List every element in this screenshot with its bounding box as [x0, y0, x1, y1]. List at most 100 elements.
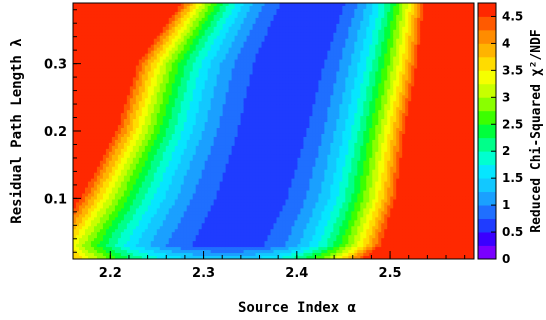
- heatmap-cell: [96, 17, 101, 22]
- heatmap-cell: [375, 47, 379, 52]
- heatmap-cell: [237, 65, 242, 70]
- heatmap-cell: [327, 65, 331, 70]
- heatmap-cell: [315, 80, 319, 84]
- heatmap-cell: [216, 83, 221, 87]
- heatmap-cell: [369, 86, 373, 90]
- heatmap-cell: [174, 113, 179, 117]
- heatmap-cell: [285, 38, 290, 43]
- heatmap-cell: [273, 38, 278, 43]
- heatmap-cell: [114, 95, 119, 99]
- heatmap-cell: [183, 74, 188, 79]
- heatmap-cell: [288, 44, 293, 49]
- heatmap-cell: [372, 68, 376, 73]
- heatmap-cell: [360, 56, 364, 61]
- heatmap-cell: [420, 53, 424, 58]
- heatmap-cell: [468, 41, 472, 46]
- heatmap-cell: [372, 44, 376, 49]
- heatmap-cell: [249, 3, 254, 7]
- heatmap-cell: [417, 104, 421, 108]
- heatmap-cell: [192, 77, 197, 81]
- heatmap-cell: [93, 23, 98, 28]
- heatmap-cell: [255, 89, 260, 93]
- heatmap-cell: [282, 95, 287, 99]
- heatmap-cell: [459, 110, 463, 114]
- heatmap-cell: [267, 80, 272, 84]
- heatmap-cell: [138, 41, 143, 46]
- heatmap-cell: [345, 83, 349, 87]
- heatmap-cell: [384, 32, 388, 37]
- heatmap-cell: [303, 47, 308, 52]
- heatmap-cell: [354, 107, 358, 111]
- heatmap-cell: [222, 80, 227, 84]
- heatmap-cell: [210, 92, 215, 96]
- heatmap-cell: [135, 29, 140, 34]
- heatmap-cell: [177, 20, 182, 25]
- heatmap-cell: [186, 26, 191, 31]
- heatmap-cell: [306, 110, 311, 114]
- heatmap-cell: [402, 23, 406, 28]
- heatmap-cell: [306, 17, 311, 22]
- heatmap-cell: [135, 80, 140, 84]
- heatmap-cell: [168, 11, 173, 16]
- heatmap-cell: [396, 20, 400, 25]
- heatmap-cell: [312, 83, 316, 87]
- heatmap-cell: [405, 101, 409, 105]
- heatmap-cell: [327, 83, 331, 87]
- heatmap-cell: [132, 107, 137, 111]
- heatmap-cell: [369, 29, 373, 34]
- heatmap-cell: [192, 53, 197, 58]
- heatmap-cell: [270, 23, 275, 28]
- heatmap-cell: [321, 101, 325, 105]
- heatmap-cell: [73, 5, 77, 10]
- heatmap-cell: [219, 74, 224, 79]
- heatmap-cell: [273, 23, 278, 28]
- heatmap-cell: [414, 35, 418, 40]
- heatmap-cell: [300, 35, 305, 40]
- heatmap-cell: [93, 68, 98, 73]
- heatmap-cell: [231, 80, 236, 84]
- heatmap-cell: [132, 20, 137, 25]
- heatmap-cell: [441, 44, 445, 49]
- heatmap-cell: [204, 41, 209, 46]
- heatmap-cell: [267, 74, 272, 79]
- heatmap-cell: [159, 20, 164, 25]
- heatmap-cell: [132, 80, 137, 84]
- heatmap-cell: [198, 26, 203, 31]
- heatmap-cell: [285, 29, 290, 34]
- heatmap-cell: [105, 101, 110, 105]
- heatmap-cell: [228, 68, 233, 73]
- heatmap-cell: [468, 26, 472, 31]
- heatmap-cell: [153, 56, 158, 61]
- heatmap-cell: [453, 71, 457, 76]
- heatmap-cell: [297, 80, 302, 84]
- heatmap-cell: [453, 83, 457, 87]
- heatmap-cell: [459, 98, 463, 102]
- heatmap-cell: [471, 80, 474, 84]
- heatmap-cell: [369, 41, 373, 46]
- heatmap-cell: [153, 89, 158, 93]
- heatmap-cell: [441, 77, 445, 81]
- heatmap-cell: [162, 50, 167, 55]
- heatmap-cell: [366, 8, 370, 13]
- heatmap-cell: [387, 14, 391, 19]
- heatmap-cell: [189, 32, 194, 37]
- heatmap-cell: [330, 77, 334, 81]
- heatmap-cell: [297, 29, 302, 34]
- heatmap-cell: [225, 53, 230, 58]
- heatmap-cell: [300, 74, 305, 79]
- heatmap-cell: [123, 83, 128, 87]
- heatmap-cell: [351, 86, 355, 90]
- heatmap-cell: [366, 107, 370, 111]
- heatmap-cell: [303, 104, 308, 108]
- heatmap-cell: [369, 65, 373, 70]
- heatmap-cell: [456, 104, 460, 108]
- heatmap-cell: [309, 53, 313, 58]
- heatmap-cell: [90, 89, 95, 93]
- heatmap-cell: [249, 104, 254, 108]
- heatmap-cell: [117, 86, 122, 90]
- heatmap-cell: [81, 107, 86, 111]
- heatmap-cell: [402, 17, 406, 22]
- heatmap-cell: [99, 20, 104, 25]
- heatmap-cell: [135, 62, 140, 67]
